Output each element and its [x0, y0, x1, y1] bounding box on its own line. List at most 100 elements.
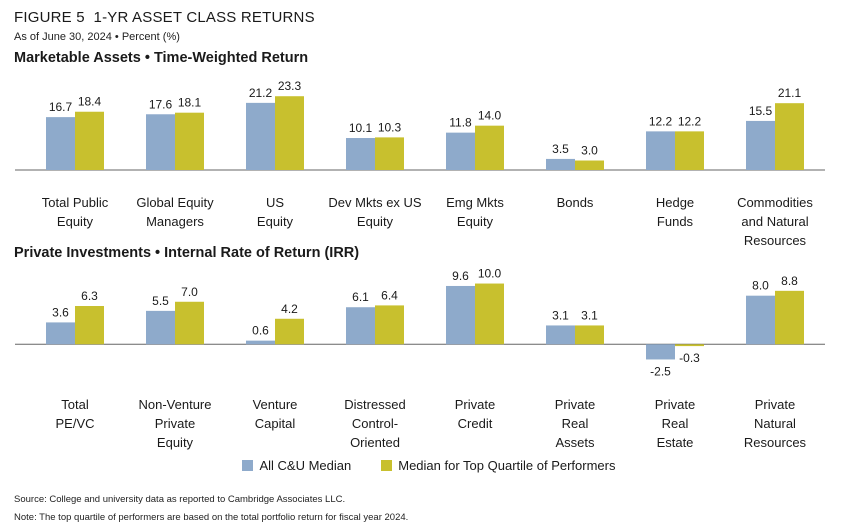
- data-label-emg-mkts-equity-top-quartile: 14.0: [478, 109, 502, 123]
- data-label-private-credit-median: 9.6: [452, 269, 469, 283]
- category-label-private-credit: Credit: [458, 416, 493, 431]
- bar-bonds-top-quartile: [575, 160, 604, 170]
- category-label-venture-capital: Capital: [255, 416, 296, 431]
- bar-total-public-equity-median: [46, 117, 75, 170]
- category-label-non-venture-private-equity: Private: [155, 416, 195, 431]
- data-label-non-venture-private-equity-median: 5.5: [152, 294, 169, 308]
- data-label-total-public-equity-median: 16.7: [49, 100, 73, 114]
- category-label-commodities-and-natural-resources: and Natural: [741, 214, 808, 229]
- marketable-assets-chart: 16.7 18.4 Total Public Equity 17.6 18.1 Global…: [15, 79, 825, 248]
- data-label-distressed-control-oriented-median: 6.1: [352, 290, 369, 304]
- category-label-commodities-and-natural-resources: Resources: [744, 233, 807, 248]
- bar-venture-capital-top-quartile: [275, 318, 304, 345]
- data-label-emg-mkts-equity-median: 11.8: [449, 116, 472, 130]
- legend-item-top-quartile: Median for Top Quartile of Performers: [381, 458, 616, 473]
- category-label-hedge-funds: Hedge: [656, 195, 694, 210]
- figure-title-text: 1-YR ASSET CLASS RETURNS: [93, 9, 315, 26]
- data-label-distressed-control-oriented-top-quartile: 6.4: [381, 288, 398, 302]
- category-label-total-public-equity: Equity: [57, 214, 94, 229]
- private-investments-chart: 3.6 6.3 Total PE/VC 5.5 7.0 Non-Venture Private…: [15, 267, 825, 450]
- category-label-global-equity-managers: Global Equity: [136, 195, 214, 210]
- private-investments-title: Private Investments • Internal Rate of R…: [14, 245, 360, 261]
- data-label-private-real-assets-top-quartile: 3.1: [581, 308, 598, 322]
- figure-label: FIGURE 5: [14, 9, 85, 26]
- data-label-venture-capital-top-quartile: 4.2: [281, 302, 298, 316]
- legend-label-median: All C&U Median: [259, 458, 352, 473]
- bar-total-pe-vc-median: [46, 322, 75, 345]
- data-label-private-real-assets-median: 3.1: [552, 308, 569, 322]
- bar-private-natural-resources-median: [746, 295, 775, 345]
- bar-distressed-control-oriented-top-quartile: [375, 305, 404, 345]
- legend-swatch-median: [242, 460, 254, 471]
- data-label-total-public-equity-top-quartile: 18.4: [78, 95, 102, 109]
- bar-non-venture-private-equity-top-quartile: [175, 301, 204, 345]
- category-label-us-equity: US: [266, 195, 284, 210]
- category-label-private-natural-resources: Natural: [754, 416, 796, 431]
- legend-label-top-quartile: Median for Top Quartile of Performers: [398, 458, 616, 473]
- bar-private-real-estate-top-quartile: [675, 344, 704, 347]
- figure-subtitle: As of June 30, 2024 • Percent (%): [14, 31, 180, 43]
- bar-private-real-assets-top-quartile: [575, 325, 604, 345]
- category-label-private-natural-resources: Private: [755, 397, 795, 412]
- category-label-dev-mkts-ex-us-equity: Equity: [357, 214, 394, 229]
- bar-private-real-assets-median: [546, 325, 575, 345]
- category-label-private-natural-resources: Resources: [744, 435, 807, 450]
- bar-dev-mkts-ex-us-equity-top-quartile: [375, 137, 404, 170]
- data-label-total-pe-vc-median: 3.6: [52, 305, 69, 319]
- bar-hedge-funds-top-quartile: [675, 131, 704, 170]
- category-label-private-real-assets: Private: [555, 397, 595, 412]
- category-label-dev-mkts-ex-us-equity: Dev Mkts ex US: [328, 195, 422, 210]
- category-label-private-credit: Private: [455, 397, 495, 412]
- data-label-total-pe-vc-top-quartile: 6.3: [81, 289, 98, 303]
- data-label-us-equity-top-quartile: 23.3: [278, 79, 302, 93]
- category-label-total-pe-vc: PE/VC: [55, 416, 94, 431]
- data-label-bonds-top-quartile: 3.0: [581, 144, 598, 158]
- category-label-distressed-control-oriented: Control-: [352, 416, 398, 431]
- category-label-bonds: Bonds: [557, 195, 594, 210]
- legend: All C&U Median Median for Top Quartile o…: [0, 458, 858, 473]
- legend-swatch-top-quartile: [381, 460, 393, 471]
- data-label-global-equity-managers-median: 17.6: [149, 97, 173, 111]
- bar-private-real-estate-median: [646, 344, 675, 360]
- marketable-assets-title: Marketable Assets • Time-Weighted Return: [14, 50, 309, 66]
- bar-us-equity-top-quartile: [275, 96, 304, 170]
- bar-emg-mkts-equity-median: [446, 132, 475, 170]
- data-label-dev-mkts-ex-us-equity-top-quartile: 10.3: [378, 120, 402, 134]
- bar-distressed-control-oriented-median: [346, 307, 375, 345]
- data-label-dev-mkts-ex-us-equity-median: 10.1: [349, 121, 373, 135]
- data-label-private-credit-top-quartile: 10.0: [478, 267, 502, 281]
- data-label-hedge-funds-median: 12.2: [649, 114, 673, 128]
- category-label-private-real-assets: Real: [562, 416, 589, 431]
- data-label-private-natural-resources-median: 8.0: [752, 279, 769, 293]
- data-label-commodities-and-natural-resources-median: 15.5: [749, 104, 773, 118]
- bar-dev-mkts-ex-us-equity-median: [346, 138, 375, 170]
- data-label-non-venture-private-equity-top-quartile: 7.0: [181, 285, 198, 299]
- data-label-bonds-median: 3.5: [552, 142, 569, 156]
- category-label-commodities-and-natural-resources: Commodities: [737, 195, 813, 210]
- bar-hedge-funds-median: [646, 131, 675, 170]
- data-label-private-natural-resources-top-quartile: 8.8: [781, 274, 798, 288]
- category-label-global-equity-managers: Managers: [146, 214, 204, 229]
- bar-global-equity-managers-median: [146, 114, 175, 170]
- category-label-distressed-control-oriented: Distressed: [344, 397, 405, 412]
- category-label-venture-capital: Venture: [253, 397, 298, 412]
- category-label-distressed-control-oriented: Oriented: [350, 435, 400, 450]
- category-label-private-real-estate: Estate: [657, 435, 694, 450]
- category-label-non-venture-private-equity: Non-Venture: [139, 397, 212, 412]
- data-label-commodities-and-natural-resources-top-quartile: 21.1: [778, 86, 802, 100]
- bar-commodities-and-natural-resources-median: [746, 120, 775, 170]
- category-label-private-real-assets: Assets: [555, 435, 595, 450]
- data-label-private-real-estate-top-quartile: -0.3: [679, 351, 700, 365]
- data-label-hedge-funds-top-quartile: 12.2: [678, 114, 702, 128]
- data-label-us-equity-median: 21.2: [249, 86, 273, 100]
- bar-private-credit-median: [446, 285, 475, 345]
- category-label-us-equity: Equity: [257, 214, 294, 229]
- footnote: Note: The top quartile of performers are…: [14, 512, 409, 523]
- data-label-private-real-estate-median: -2.5: [650, 364, 671, 378]
- bar-emg-mkts-equity-top-quartile: [475, 125, 504, 170]
- category-label-private-real-estate: Private: [655, 397, 695, 412]
- bar-private-natural-resources-top-quartile: [775, 290, 804, 345]
- bar-total-public-equity-top-quartile: [75, 111, 104, 170]
- data-label-venture-capital-median: 0.6: [252, 324, 269, 338]
- bar-private-credit-top-quartile: [475, 283, 504, 345]
